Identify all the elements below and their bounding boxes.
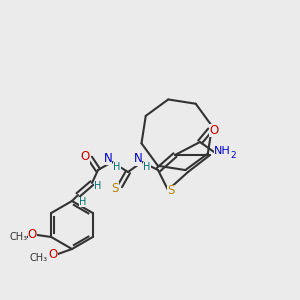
Text: O: O <box>80 151 90 164</box>
Text: H: H <box>94 181 102 191</box>
Text: S: S <box>111 182 119 194</box>
Text: NH: NH <box>214 146 230 156</box>
Text: H: H <box>113 162 121 172</box>
Text: O: O <box>209 124 219 136</box>
Text: N: N <box>103 152 112 164</box>
Text: CH₃: CH₃ <box>9 232 27 242</box>
Text: O: O <box>48 248 58 262</box>
Text: O: O <box>28 229 37 242</box>
Text: 2: 2 <box>230 151 236 160</box>
Text: N: N <box>134 152 142 166</box>
Text: CH₃: CH₃ <box>30 253 48 263</box>
Text: H: H <box>143 162 151 172</box>
Text: S: S <box>167 184 175 197</box>
Text: H: H <box>79 197 87 207</box>
